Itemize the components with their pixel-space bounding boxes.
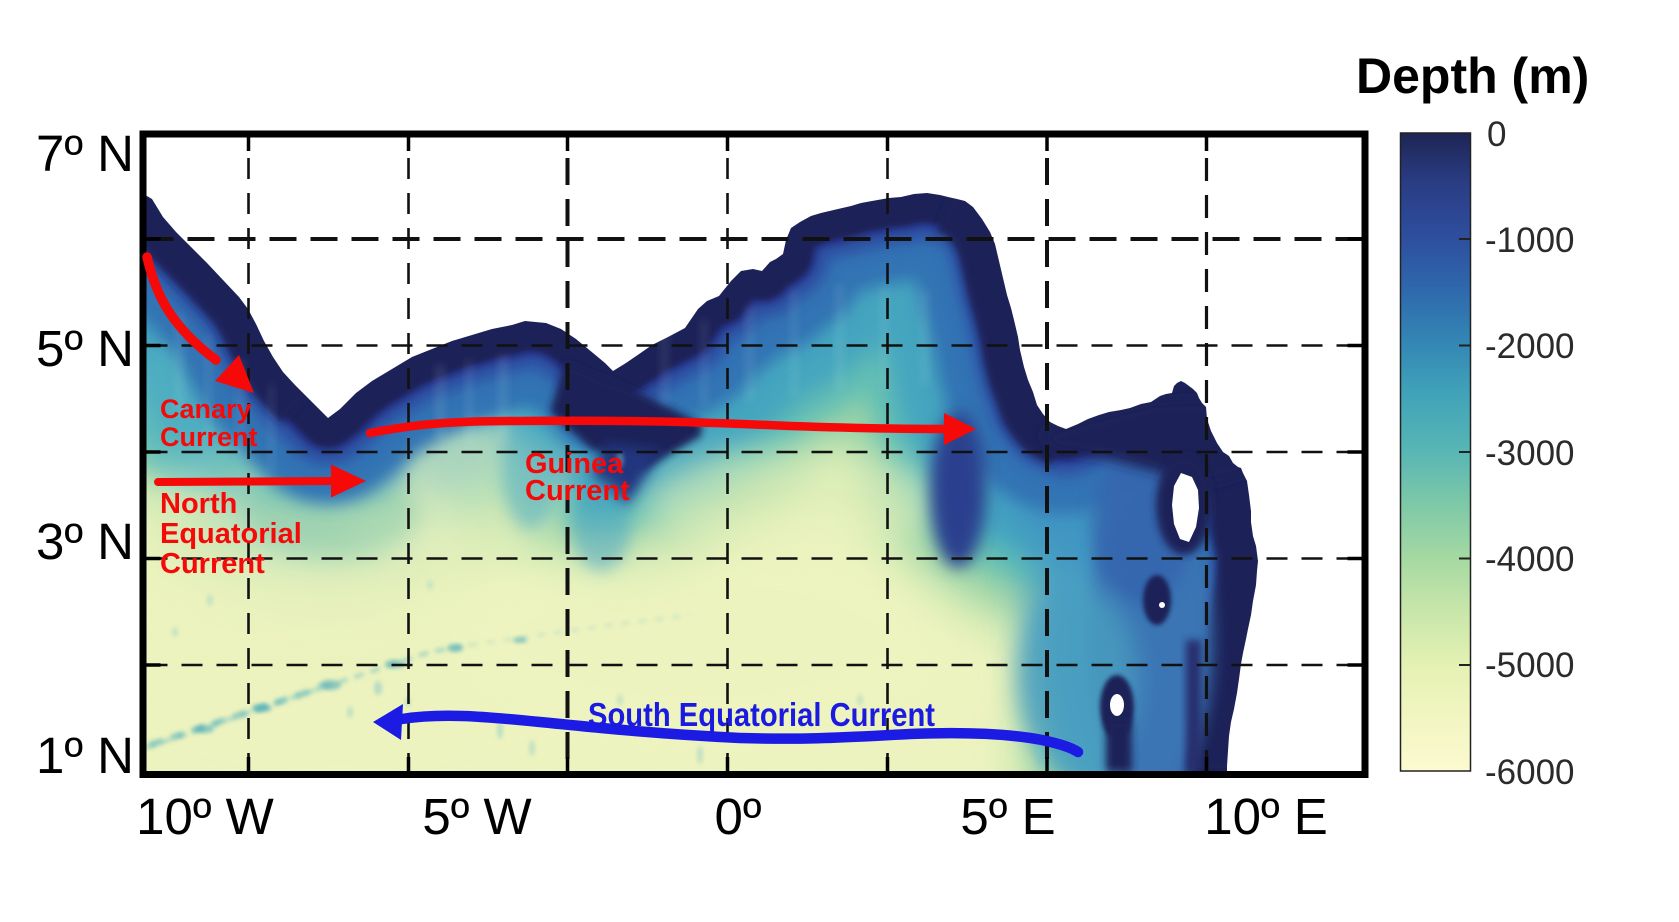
- svg-text:North: North: [160, 488, 237, 520]
- svg-text:10º W: 10º W: [136, 788, 274, 845]
- svg-text:Canary: Canary: [160, 394, 252, 424]
- svg-text:Guinea: Guinea: [525, 448, 624, 480]
- svg-text:Current: Current: [525, 475, 630, 507]
- svg-text:Current: Current: [160, 548, 265, 580]
- svg-text:Depth (m): Depth (m): [1356, 48, 1589, 104]
- svg-text:1º N: 1º N: [36, 727, 134, 784]
- svg-text:5º W: 5º W: [422, 788, 531, 845]
- svg-text:5º N: 5º N: [36, 320, 134, 377]
- svg-text:-3000: -3000: [1485, 434, 1575, 473]
- svg-text:3º N: 3º N: [36, 513, 134, 570]
- svg-text:5º E: 5º E: [960, 788, 1055, 845]
- svg-text:0: 0: [1487, 115, 1506, 154]
- svg-text:0º: 0º: [715, 788, 762, 845]
- svg-text:South Equatorial Current: South Equatorial Current: [588, 696, 935, 733]
- svg-text:-4000: -4000: [1485, 540, 1575, 579]
- svg-text:Equatorial: Equatorial: [160, 518, 302, 550]
- svg-text:-2000: -2000: [1485, 327, 1575, 366]
- svg-text:-5000: -5000: [1485, 646, 1575, 685]
- svg-text:Current: Current: [160, 422, 258, 452]
- svg-text:10º E: 10º E: [1204, 788, 1328, 845]
- svg-text:-1000: -1000: [1485, 221, 1575, 260]
- svg-text:-6000: -6000: [1485, 753, 1575, 792]
- svg-text:7º N: 7º N: [36, 125, 134, 182]
